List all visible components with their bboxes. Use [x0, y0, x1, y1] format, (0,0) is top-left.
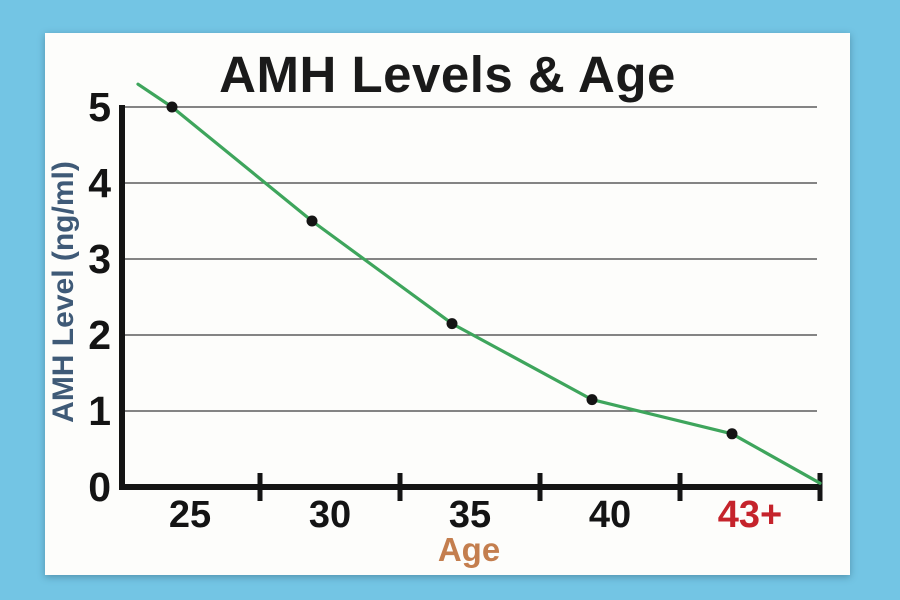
chart-card: AMH Levels & Age AMH Level (ng/ml) Age 0… — [45, 33, 850, 575]
y-tick-label-2: 2 — [88, 312, 111, 358]
y-tick-label-4: 4 — [88, 160, 111, 206]
x-tick-label-35: 35 — [449, 494, 491, 536]
amh-trend-line — [136, 82, 822, 485]
plot-area: 0 1 2 3 4 5 25 30 35 40 43+ — [88, 82, 823, 536]
data-point-age-43+ — [726, 428, 738, 440]
x-axis-label: Age — [437, 531, 501, 568]
y-tick-label-0: 0 — [88, 464, 111, 510]
y-tick-label-5: 5 — [88, 84, 111, 130]
data-point-age-40 — [586, 394, 598, 406]
data-point-age-30 — [306, 215, 318, 227]
x-tick-label-30: 30 — [309, 494, 351, 536]
x-tick-label-43+: 43+ — [718, 494, 782, 536]
x-tick-label-40: 40 — [589, 494, 631, 536]
x-tick-label-25: 25 — [169, 494, 211, 536]
data-point-age-35 — [446, 318, 458, 330]
y-tick-label-3: 3 — [88, 236, 111, 282]
chart-title: AMH Levels & Age — [219, 46, 676, 103]
data-point-age-25 — [166, 101, 178, 113]
y-tick-label-1: 1 — [88, 388, 111, 434]
